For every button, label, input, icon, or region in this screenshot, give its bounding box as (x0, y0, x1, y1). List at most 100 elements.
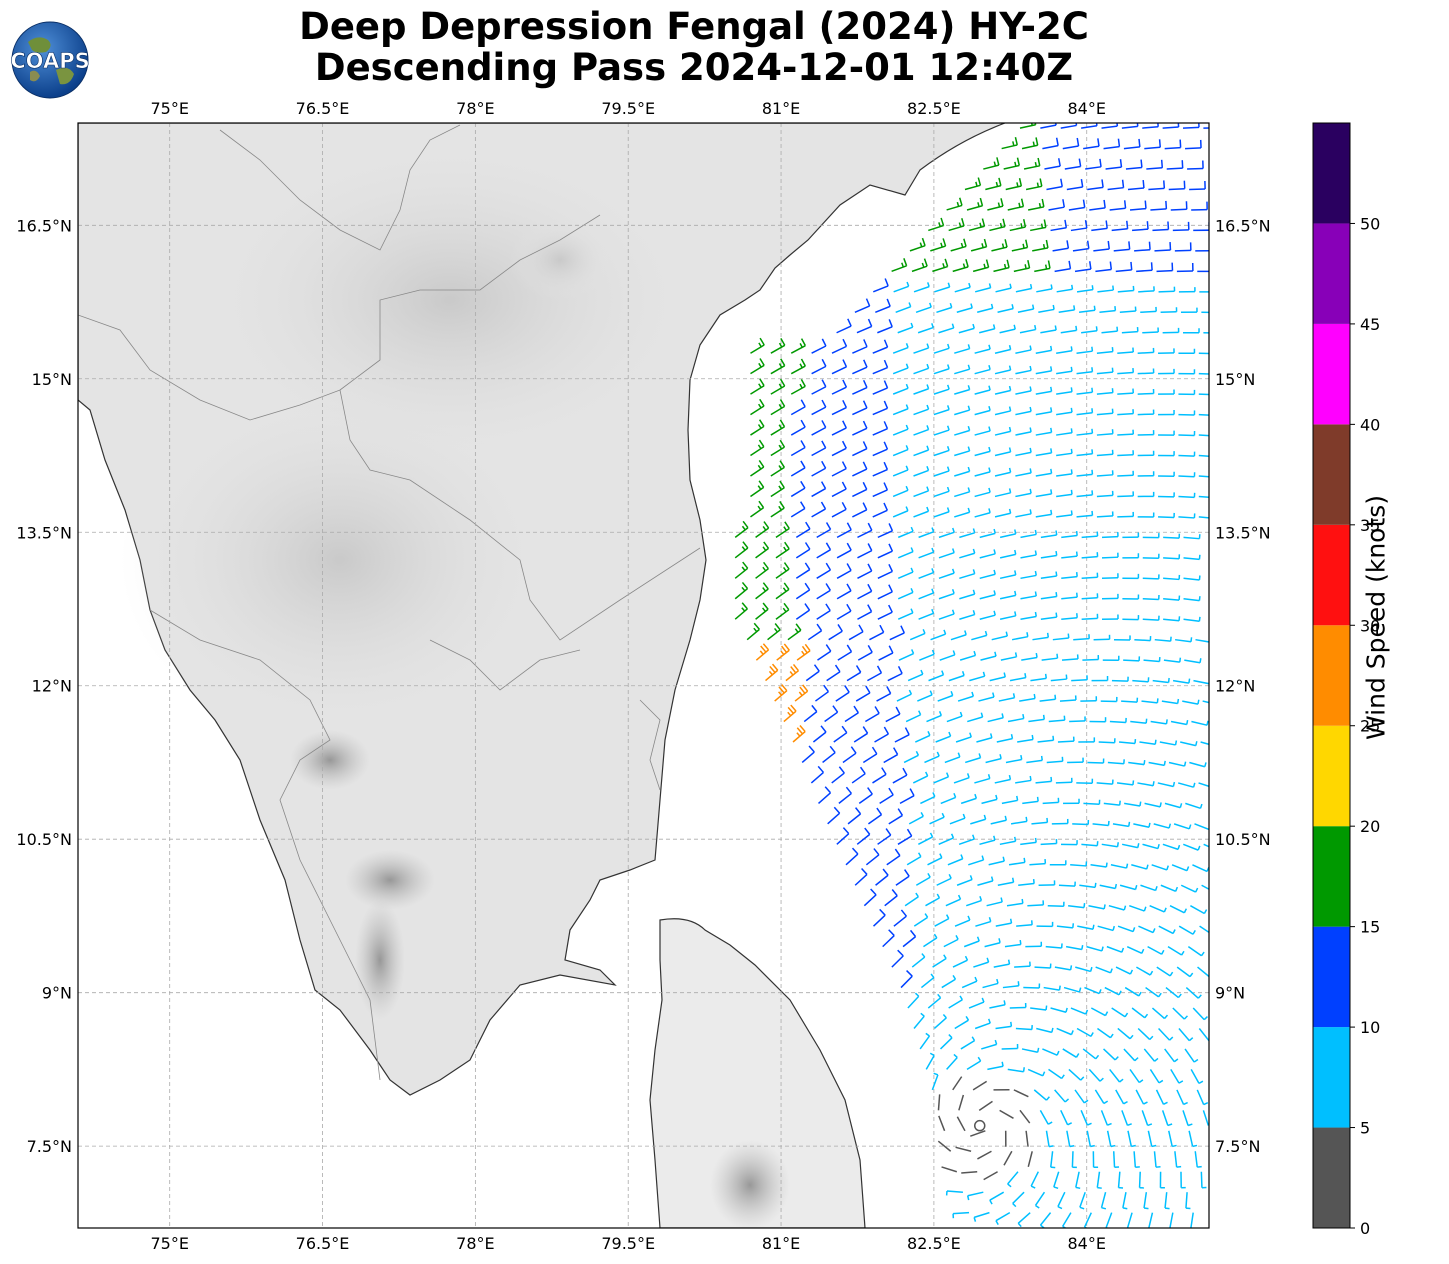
lat-tick-left: 12°N (32, 677, 72, 696)
wind-barb (987, 1061, 1004, 1071)
wind-barb (1020, 570, 1037, 580)
wind-barb (960, 793, 978, 805)
wind-barb (1142, 594, 1160, 601)
wind-barb (974, 405, 991, 416)
wind-barb (895, 869, 910, 886)
wind-barb (1066, 1130, 1075, 1148)
wind-barb (1143, 1048, 1159, 1062)
wind-barb (1170, 1069, 1184, 1084)
wind-barb (1130, 718, 1148, 724)
wind-barb (1174, 242, 1192, 252)
wind-barb (1164, 802, 1183, 809)
wind-barb (884, 889, 898, 907)
wind-barb (1155, 1089, 1168, 1105)
wind-barb (1019, 693, 1036, 702)
wind-barb (1048, 1068, 1065, 1080)
wind-barb (1199, 291, 1209, 293)
wind-barb (974, 1018, 991, 1030)
wind-barb (967, 712, 984, 723)
wind-barb (796, 643, 811, 661)
wind-barb (993, 959, 1011, 968)
wind-barb (1017, 734, 1034, 743)
wind-barb (1143, 1192, 1149, 1210)
wind-barb (1133, 1151, 1140, 1168)
wind-barb (1112, 821, 1131, 828)
wind-barb (1190, 905, 1208, 915)
wind-barb (1152, 221, 1170, 232)
wind-barb (836, 563, 852, 579)
wind-barb (1056, 284, 1074, 293)
wind-barb (1015, 775, 1032, 784)
wind-barb (1009, 673, 1027, 682)
wind-barb (1083, 1212, 1092, 1228)
wind-barb (1122, 553, 1140, 559)
wind-barb (846, 665, 862, 682)
wind-barb (1131, 1007, 1149, 1019)
wind-barb (1103, 138, 1121, 150)
wind-barb (1158, 389, 1175, 395)
wind-barb (882, 929, 895, 948)
wind-barb (1121, 327, 1139, 334)
wind-barb (856, 318, 873, 334)
wind-barb (1010, 816, 1028, 825)
wind-barb (975, 917, 992, 927)
wind-barb (1046, 178, 1063, 191)
wind-barb (1180, 741, 1198, 747)
wind-barb (1198, 516, 1209, 519)
wind-barb (903, 750, 920, 764)
storm-center-marker (973, 1119, 986, 1132)
wind-barb (877, 319, 893, 334)
wind-barb (836, 522, 852, 539)
wind-barb (1015, 283, 1033, 293)
wind-barb (1003, 157, 1021, 170)
wind-barb (1096, 779, 1114, 785)
wind-barb (1129, 905, 1147, 912)
wind-barb (1131, 864, 1149, 870)
wind-barb (913, 363, 930, 375)
colorbar-tick-label: 20 (1360, 817, 1380, 836)
wind-barb (1117, 1027, 1134, 1040)
map-frame (77, 122, 1210, 1229)
colorbar-label: Wind Speed (knots) (1361, 494, 1391, 740)
wind-barb (945, 894, 962, 907)
wind-barb (1170, 201, 1188, 211)
wind-barb (1202, 700, 1209, 704)
wind-barb (795, 582, 811, 600)
wind-barb (1158, 430, 1175, 436)
wind-barb (917, 690, 933, 702)
wind-barb (1033, 1089, 1050, 1101)
wind-barb (831, 359, 848, 375)
wind-barb (872, 380, 889, 395)
wind-barb (938, 568, 955, 580)
wind-barb (1093, 240, 1110, 252)
wind-barb (1076, 346, 1094, 354)
wind-barb (811, 379, 827, 395)
wind-barb (1081, 841, 1099, 847)
wind-barb (1074, 261, 1092, 273)
lon-tick-top: 78°E (456, 99, 494, 118)
wind-barb (1198, 454, 1209, 457)
wind-barb (1091, 220, 1108, 232)
wind-barb (1175, 637, 1193, 643)
wind-barb (1001, 795, 1019, 805)
wind-barb (1172, 678, 1191, 684)
wind-barb (1148, 1212, 1154, 1228)
wind-barb (872, 441, 889, 457)
wind-barb (1038, 304, 1055, 314)
wind-barb (1182, 1110, 1193, 1127)
wind-barb (1036, 284, 1053, 293)
wind-barb (1036, 1027, 1054, 1034)
wind-barb (1040, 591, 1058, 600)
lat-tick-left: 10.5°N (16, 830, 72, 849)
wind-barb (1096, 1171, 1102, 1189)
wind-barb (1154, 636, 1172, 642)
wind-barb (1027, 1068, 1046, 1077)
wind-barb (940, 792, 957, 805)
wind-barb (909, 237, 926, 252)
wind-barb (811, 440, 827, 457)
wind-barb (959, 528, 976, 539)
wind-barb (932, 258, 949, 273)
wind-barb (991, 239, 1008, 252)
wind-barb (1109, 717, 1127, 724)
wind-barb (1117, 491, 1135, 498)
